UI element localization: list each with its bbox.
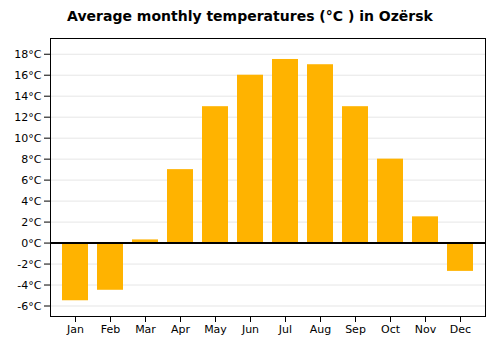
svg-text:Oct: Oct <box>381 323 401 336</box>
svg-text:Nov: Nov <box>415 323 437 336</box>
svg-text:-4°C: -4°C <box>17 279 41 292</box>
svg-text:4°C: 4°C <box>21 195 41 208</box>
html-text:Average monthly temperatures (: Average monthly temperatures (°C ) in Oz… <box>67 8 433 24</box>
svg-text:Jun: Jun <box>241 323 259 336</box>
svg-text:2°C: 2°C <box>21 216 41 229</box>
svg-text:Jan: Jan <box>66 323 84 336</box>
svg-text:-6°C: -6°C <box>17 300 41 313</box>
svg-text:6°C: 6°C <box>21 174 41 187</box>
svg-text:14°C: 14°C <box>14 90 41 103</box>
svg-text:Feb: Feb <box>101 323 120 336</box>
svg-text:12°C: 12°C <box>14 111 41 124</box>
svg-text:10°C: 10°C <box>14 132 41 145</box>
svg-text:8°C: 8°C <box>21 153 41 166</box>
svg-text:-2°C: -2°C <box>17 258 41 271</box>
svg-text:Dec: Dec <box>450 323 471 336</box>
svg-text:Jul: Jul <box>278 323 292 336</box>
svg-text:Apr: Apr <box>171 323 191 336</box>
svg-text:Aug: Aug <box>310 323 331 336</box>
svg-text:Mar: Mar <box>135 323 156 336</box>
svg-text:18°C: 18°C <box>14 48 41 61</box>
svg-text:16°C: 16°C <box>14 69 41 82</box>
svg-text:May: May <box>204 323 227 336</box>
svg-text:Sep: Sep <box>345 323 366 336</box>
svg-text:0°C: 0°C <box>21 237 41 250</box>
